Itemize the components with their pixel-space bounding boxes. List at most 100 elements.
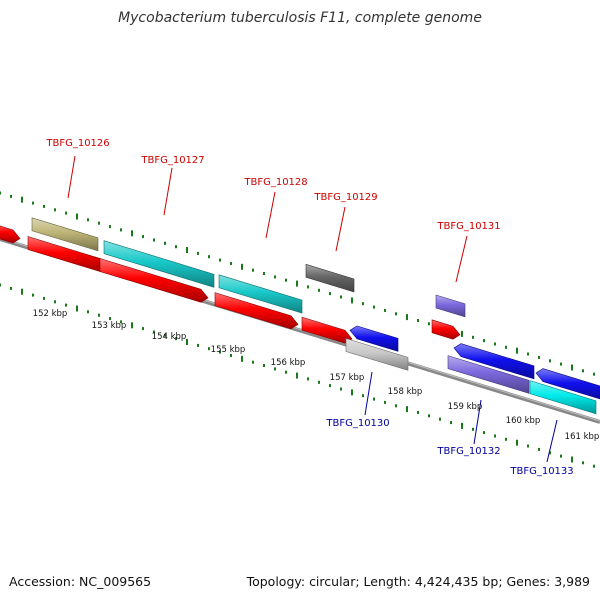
scale-label: 160 kbp — [506, 416, 541, 426]
track-tick — [252, 268, 254, 272]
track-tick — [373, 397, 375, 401]
track-tick — [296, 280, 298, 287]
track-tick — [32, 293, 34, 297]
feature-blue-arrow — [453, 343, 535, 380]
track-tick — [219, 350, 221, 354]
track-tick — [241, 263, 243, 270]
track-tick — [461, 330, 463, 337]
track-tick — [582, 461, 584, 465]
label-leader-line — [163, 167, 173, 216]
track-tick — [0, 283, 1, 287]
track-tick — [43, 296, 45, 300]
track-tick — [549, 359, 551, 363]
scale-label: 159 kbp — [448, 402, 483, 412]
gene-label-reverse: TBFG_10132 — [436, 446, 500, 457]
track-tick — [560, 362, 562, 366]
track-tick — [186, 339, 188, 345]
feature-blue-arrow — [535, 368, 600, 400]
track-tick — [285, 370, 287, 374]
track-tick — [98, 313, 100, 317]
track-tick — [483, 431, 485, 435]
track-tick — [494, 342, 496, 346]
track-tick — [472, 427, 474, 431]
track-tick — [362, 394, 364, 398]
track-tick — [395, 404, 397, 408]
track-tick — [571, 364, 573, 371]
track-tick — [263, 364, 265, 367]
track-tick — [560, 454, 562, 458]
track-tick — [153, 238, 155, 242]
track-tick — [538, 355, 540, 359]
accession-label: Accession: — [9, 574, 76, 589]
gene-label-forward: TBFG_10127 — [140, 155, 204, 166]
track-tick — [65, 211, 67, 215]
track-tick — [329, 384, 331, 388]
track-tick — [208, 347, 210, 351]
topology-value: circular — [309, 574, 356, 589]
feature-cyan-box — [218, 274, 303, 314]
track-tick — [131, 230, 133, 237]
track-tick — [10, 286, 12, 290]
track-tick — [274, 275, 276, 279]
track-tick — [285, 278, 287, 282]
track-tick — [527, 352, 529, 356]
length-label: Length: — [363, 574, 411, 589]
track-tick — [538, 447, 540, 451]
track-tick — [384, 308, 386, 312]
track-tick — [87, 310, 89, 314]
track-tick — [406, 406, 408, 413]
genome-stats: Topology: circular; Length: 4,424,435 bp… — [246, 574, 590, 589]
track-tick — [252, 360, 254, 364]
track-tick — [461, 422, 463, 429]
track-tick — [340, 387, 342, 391]
gene-label-forward: TBFG_10129 — [313, 192, 377, 203]
track-tick — [197, 343, 199, 347]
track-tick — [54, 300, 56, 304]
track-tick — [516, 439, 518, 446]
track-tick — [142, 235, 144, 239]
track-tick — [395, 312, 397, 316]
track-tick — [340, 295, 342, 299]
track-tick — [109, 317, 111, 321]
label-leader-line — [67, 155, 76, 199]
feature-purple-box — [447, 355, 530, 394]
topology-label: Topology: — [246, 574, 306, 589]
track-tick — [0, 191, 1, 195]
track-tick — [21, 288, 23, 295]
track-tick — [230, 354, 232, 357]
track-tick — [527, 444, 529, 448]
track-tick — [439, 417, 441, 421]
track-tick — [241, 355, 243, 362]
track-tick — [351, 297, 353, 304]
track-tick — [153, 330, 155, 334]
feature-red-arrow — [431, 319, 461, 340]
label-leader-line — [546, 419, 558, 463]
track-tick — [65, 303, 67, 307]
genes-label: Genes: — [506, 574, 551, 589]
track-tick — [274, 367, 276, 371]
track-tick — [120, 320, 122, 324]
track-tick — [428, 414, 430, 418]
track-tick — [32, 201, 34, 205]
track-tick — [54, 208, 56, 212]
feature-red-arrow — [214, 292, 299, 330]
track-tick — [351, 389, 353, 396]
scale-label: 153 kbp — [92, 321, 127, 331]
feature-cyan-box — [103, 240, 215, 288]
track-tick — [417, 319, 419, 322]
track-tick — [593, 464, 595, 468]
gene-label-forward: TBFG_10126 — [45, 138, 109, 149]
track-tick — [230, 262, 232, 265]
track-tick — [505, 345, 507, 349]
track-tick — [428, 322, 430, 326]
track-tick — [120, 228, 122, 232]
track-tick — [109, 225, 111, 229]
track-tick — [296, 372, 298, 379]
gene-label-reverse: TBFG_10130 — [325, 418, 389, 429]
track-tick — [263, 272, 265, 275]
track-tick — [307, 285, 309, 289]
label-leader-line — [473, 399, 482, 445]
track-tick — [373, 305, 375, 309]
